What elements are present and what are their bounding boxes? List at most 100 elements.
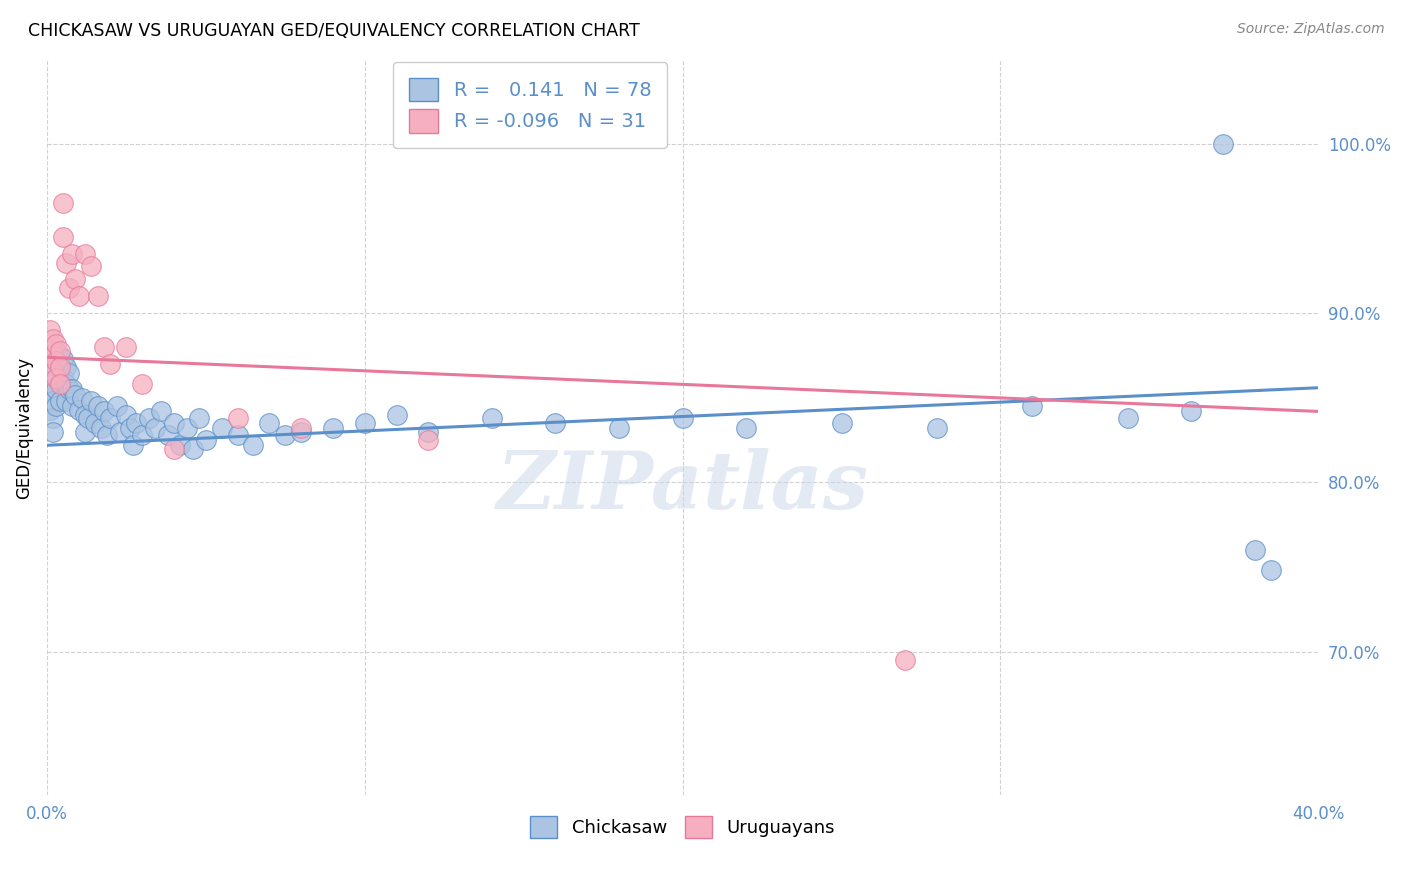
Point: [73, 247, 96, 261]
Point: [65, 387, 87, 401]
Point: [60, 247, 83, 261]
Point: [55, 255, 77, 269]
Point: [322, 421, 344, 435]
Point: [90, 421, 112, 435]
Point: [1212, 137, 1234, 152]
Point: [100, 357, 122, 371]
Text: CHICKASAW VS URUGUAYAN GED/EQUIVALENCY CORRELATION CHART: CHICKASAW VS URUGUAYAN GED/EQUIVALENCY C…: [28, 22, 640, 40]
Point: [65, 272, 87, 286]
Point: [169, 438, 191, 452]
Point: [143, 421, 166, 435]
Point: [42, 377, 65, 392]
Point: [831, 417, 853, 431]
Text: Source: ZipAtlas.com: Source: ZipAtlas.com: [1237, 22, 1385, 37]
Point: [42, 366, 65, 380]
Y-axis label: GED/Equivalency: GED/Equivalency: [15, 357, 32, 499]
Point: [55, 394, 77, 409]
Point: [118, 421, 141, 435]
Text: ZIPatlas: ZIPatlas: [496, 448, 869, 525]
Point: [194, 433, 217, 447]
Point: [55, 360, 77, 375]
Point: [55, 377, 77, 392]
Point: [45, 383, 67, 397]
Point: [115, 408, 138, 422]
Point: [52, 196, 75, 211]
Point: [42, 357, 65, 371]
Point: [42, 394, 65, 409]
Point: [93, 340, 115, 354]
Point: [121, 438, 143, 452]
Point: [115, 340, 138, 354]
Point: [138, 411, 160, 425]
Point: [80, 259, 103, 273]
Point: [45, 360, 67, 375]
Point: [735, 421, 758, 435]
Point: [42, 411, 65, 425]
Point: [67, 289, 90, 303]
Point: [385, 408, 408, 422]
Point: [48, 394, 70, 409]
Point: [60, 400, 83, 414]
Point: [87, 289, 110, 303]
Point: [1180, 404, 1202, 418]
Point: [58, 383, 80, 397]
Point: [100, 411, 122, 425]
Point: [1021, 400, 1043, 414]
Point: [48, 374, 70, 388]
Point: [163, 417, 186, 431]
Point: [45, 400, 67, 414]
Point: [150, 404, 173, 418]
Point: [181, 442, 204, 456]
Point: [39, 323, 62, 337]
Point: [1116, 411, 1139, 425]
Point: [290, 421, 312, 435]
Point: [156, 428, 179, 442]
Point: [176, 421, 198, 435]
Point: [1260, 563, 1282, 577]
Point: [87, 400, 110, 414]
Point: [259, 417, 281, 431]
Point: [607, 421, 630, 435]
Point: [96, 428, 118, 442]
Point: [188, 411, 211, 425]
Point: [671, 411, 693, 425]
Point: [48, 360, 70, 375]
Point: [45, 370, 67, 384]
Point: [93, 404, 115, 418]
Point: [39, 383, 62, 397]
Point: [48, 343, 70, 358]
Point: [52, 370, 75, 384]
Point: [58, 281, 80, 295]
Point: [131, 428, 153, 442]
Point: [83, 417, 105, 431]
Point: [39, 343, 62, 358]
Point: [48, 349, 70, 363]
Point: [45, 353, 67, 368]
Point: [42, 425, 65, 439]
Point: [925, 421, 948, 435]
Point: [211, 421, 233, 435]
Point: [70, 391, 93, 405]
Point: [42, 349, 65, 363]
Point: [52, 230, 75, 244]
Point: [45, 343, 67, 358]
Point: [242, 438, 264, 452]
Point: [353, 417, 375, 431]
Point: [73, 425, 96, 439]
Point: [67, 402, 90, 417]
Point: [105, 400, 128, 414]
Point: [39, 402, 62, 417]
Point: [48, 377, 70, 392]
Point: [131, 377, 153, 392]
Point: [39, 349, 62, 363]
Point: [226, 411, 249, 425]
Point: [39, 366, 62, 380]
Point: [274, 428, 297, 442]
Point: [73, 408, 96, 422]
Point: [60, 383, 83, 397]
Point: [418, 433, 440, 447]
Point: [108, 425, 131, 439]
Point: [125, 417, 148, 431]
Point: [77, 411, 100, 425]
Point: [894, 653, 917, 667]
